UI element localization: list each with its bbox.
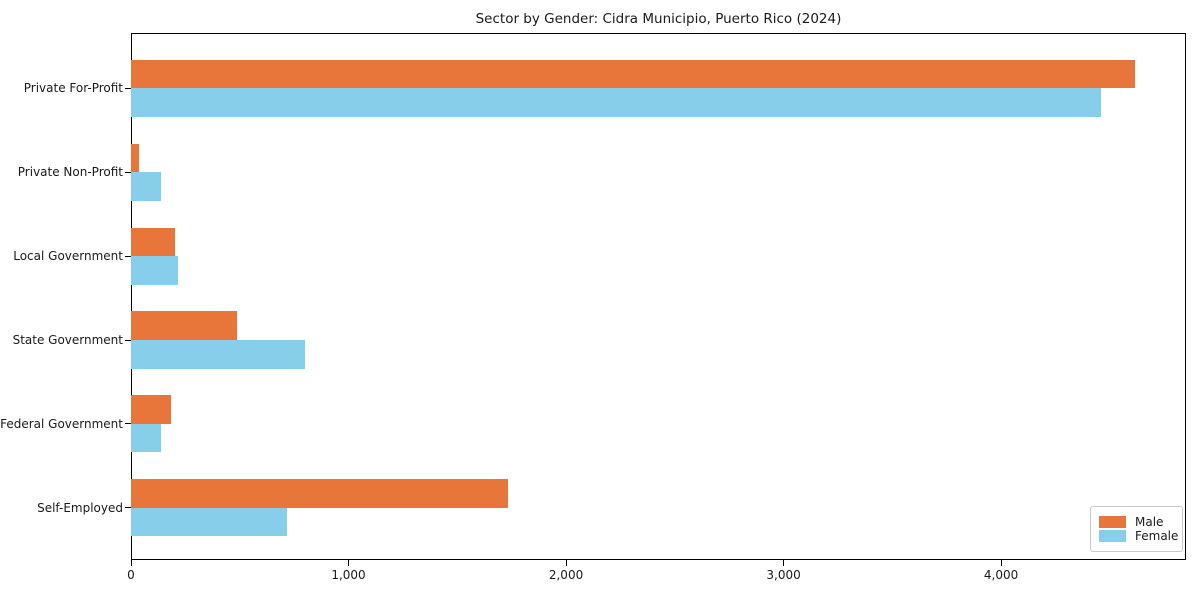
y-axis-label: Local Government (13, 249, 123, 264)
x-axis-tick (565, 560, 567, 566)
y-axis-tick (125, 87, 131, 89)
bar-female-0 (131, 88, 1101, 117)
bar-female-1 (131, 172, 161, 201)
legend-item-female: Female (1099, 529, 1182, 543)
x-axis-tick-label: 3,000 (766, 568, 801, 582)
bar-male-1 (131, 143, 139, 173)
bar-male-3 (131, 311, 238, 340)
bar-female-3 (131, 340, 305, 369)
y-axis-tick (125, 339, 131, 341)
bar-male-0 (131, 59, 1135, 89)
plot-area (131, 33, 1186, 560)
x-axis-tick-label: 4,000 (983, 568, 1019, 582)
legend: Male Female (1090, 506, 1183, 552)
legend-label: Female (1135, 529, 1179, 543)
legend-item-male: Male (1099, 515, 1182, 529)
x-axis-tick-label: 1,000 (331, 568, 366, 582)
x-axis-tick-label: 0 (127, 568, 135, 582)
y-axis-tick (125, 423, 131, 425)
y-axis-tick (125, 255, 131, 257)
x-axis-tick-label: 2,000 (548, 568, 584, 582)
chart-title: Sector by Gender: Cidra Municipio, Puert… (475, 11, 842, 27)
y-axis-label: Federal Government (0, 416, 123, 431)
y-axis-label: Private For-Profit (23, 81, 123, 96)
y-axis-label: Private Non-Profit (17, 165, 123, 180)
x-axis-tick (783, 560, 785, 566)
y-axis-tick (125, 171, 131, 173)
legend-label: Male (1135, 515, 1164, 529)
bar-male-5 (131, 479, 508, 508)
legend-swatch-female (1099, 530, 1126, 542)
y-axis-label: State Government (12, 333, 123, 347)
y-axis-label: Self-Employed (37, 500, 123, 515)
bar-male-4 (131, 395, 171, 424)
y-axis-tick (125, 507, 131, 509)
bar-female-4 (131, 423, 161, 453)
legend-swatch-male (1099, 516, 1126, 528)
legend-rows: Male Female (1099, 515, 1182, 543)
bar-female-2 (131, 256, 179, 285)
bar-female-5 (131, 507, 287, 537)
bar-male-2 (131, 227, 176, 257)
x-axis-tick (130, 560, 132, 566)
x-axis-tick (348, 560, 350, 566)
x-axis-tick (1000, 560, 1002, 566)
